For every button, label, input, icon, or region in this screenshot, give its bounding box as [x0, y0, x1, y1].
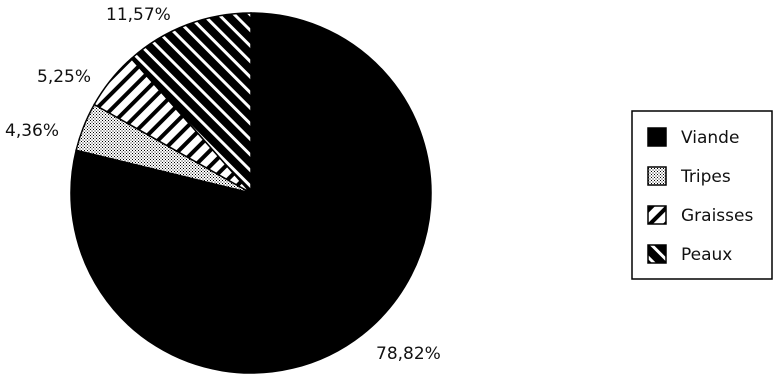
pie-label-viande: 78,82% — [376, 344, 441, 364]
pie-label-tripes: 4,36% — [5, 121, 59, 141]
legend-swatch-graisses — [647, 205, 667, 225]
legend-item-graisses: Graisses — [647, 205, 753, 226]
pie-slices — [70, 12, 432, 374]
pie-label-peaux: 11,57% — [106, 5, 171, 25]
legend-swatch-tripes — [647, 166, 667, 186]
legend-item-peaux: Peaux — [647, 244, 732, 265]
legend-swatch-viande — [647, 127, 667, 147]
pie-label-graisses: 5,25% — [37, 67, 91, 87]
pie-slice-peaux — [130, 12, 252, 195]
legend-swatch-peaux — [647, 244, 667, 264]
legend-label-tripes: Tripes — [680, 167, 731, 187]
pie-labels: 78,82% 4,36% 5,25% 11,57% — [5, 5, 441, 364]
legend-label-graisses: Graisses — [681, 206, 753, 226]
legend-item-tripes: Tripes — [647, 166, 731, 187]
legend-label-peaux: Peaux — [681, 245, 732, 265]
legend: Viande Tripes Graisses Peaux — [631, 110, 773, 280]
legend-label-viande: Viande — [681, 128, 739, 148]
legend-item-viande: Viande — [647, 127, 739, 148]
pie-slice-viande — [70, 12, 432, 374]
